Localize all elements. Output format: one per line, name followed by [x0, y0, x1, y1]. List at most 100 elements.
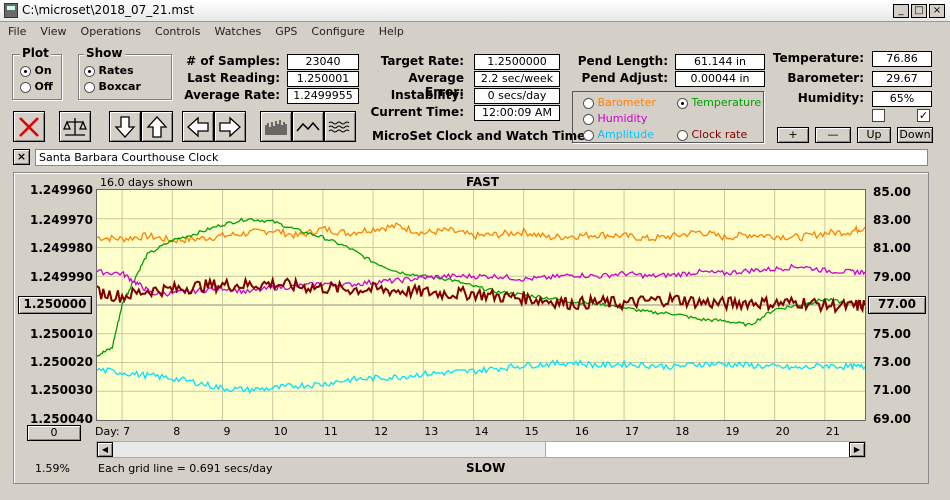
minimize-button[interactable]: _ [893, 4, 909, 18]
menu-view[interactable]: View [40, 25, 67, 38]
maximize-button[interactable]: □ [911, 4, 927, 18]
clear-name-button[interactable]: × [13, 149, 30, 165]
menu-bar: File View Operations Controls Watches GPS Conf… [0, 23, 950, 41]
arrow-left-button[interactable] [182, 111, 214, 142]
instability-label: Instability: [390, 88, 464, 102]
balance-scale-icon [63, 118, 87, 136]
arrow-right-button[interactable] [214, 111, 246, 142]
x-tick-label: 17 [625, 425, 640, 438]
checkbox-1[interactable] [872, 109, 885, 122]
arrow-up-button[interactable] [141, 111, 173, 142]
plus-button[interactable]: + [777, 127, 809, 143]
aux-barometer-radio[interactable]: Barometer [583, 96, 656, 109]
arrow-up-icon [146, 116, 168, 138]
aux-temperature-label: Temperature [691, 96, 762, 109]
down-button[interactable]: Down [897, 127, 933, 143]
x-tick-label: 19 [725, 425, 740, 438]
menu-file[interactable]: File [8, 25, 27, 38]
horizontal-scrollbar[interactable]: ◀ ▶ [96, 441, 866, 458]
scroll-right-button[interactable]: ▶ [849, 442, 865, 457]
line-view-button[interactable] [292, 111, 324, 142]
series-line-3 [96, 275, 866, 315]
y-left-tick: 1.249970 [30, 213, 94, 227]
aux-amplitude-label: Amplitude [597, 128, 654, 141]
last-reading-label: Last Reading: [187, 71, 280, 85]
arrow-down-button[interactable] [109, 111, 141, 142]
aux-temperature-radio[interactable]: Temperature [677, 96, 761, 109]
pend-length-field: 61.144 in [675, 54, 765, 70]
y-left-tick: 1.249980 [30, 241, 94, 255]
menu-configure[interactable]: Configure [311, 25, 365, 38]
arrow-left-icon [187, 116, 209, 138]
y-left-tick: 1.249960 [30, 183, 94, 197]
plot-group [12, 54, 62, 100]
pend-adjust-field: 0.00044 in [675, 71, 765, 87]
line-graph-icon [296, 121, 320, 132]
temperature-label: Temperature: [772, 51, 864, 65]
noise-graph-icon [328, 121, 350, 133]
aux-amplitude-radio[interactable]: Amplitude [583, 128, 654, 141]
average-rate-field: 1.2499955 [287, 88, 359, 104]
clock-name-input[interactable]: Santa Barbara Courthouse Clock [35, 149, 928, 166]
balance-button[interactable] [59, 111, 91, 142]
show-boxcar-radio[interactable]: Boxcar [84, 80, 141, 93]
average-rate-label: Average Rate: [184, 88, 280, 102]
plot-on-radio[interactable]: On [20, 64, 52, 77]
noise-view-button[interactable] [324, 111, 356, 142]
samples-label: # of Samples: [186, 54, 280, 68]
series-line-2 [96, 263, 866, 297]
target-rate-label: Target Rate: [380, 54, 464, 68]
aux-humidity-radio[interactable]: Humidity [583, 112, 647, 125]
x-tick-label: 14 [474, 425, 489, 438]
y-right-tick: 79.00 [873, 270, 911, 284]
x-tick-label: 15 [524, 425, 539, 438]
menu-watches[interactable]: Watches [214, 25, 262, 38]
pend-length-label: Pend Length: [577, 54, 668, 68]
pend-adjust-label: Pend Adjust: [581, 71, 668, 85]
aux-clockrate-radio[interactable]: Clock rate [677, 128, 747, 141]
center-rate-button[interactable]: 1.250000 [18, 296, 92, 314]
day-axis-label: Day: [95, 425, 120, 438]
slow-label: SLOW [466, 461, 506, 475]
aux-barometer-label: Barometer [597, 96, 656, 109]
instability-field: 0 secs/day [474, 88, 560, 104]
product-title: MicroSet Clock and Watch Timer [372, 129, 592, 143]
y-left-tick: 1.249990 [30, 270, 94, 284]
aux-humidity-label: Humidity [597, 112, 648, 125]
close-window-button[interactable]: × [929, 4, 945, 18]
series-line-4 [96, 358, 866, 395]
plot-on-label: On [34, 64, 52, 77]
average-error-field: 2.2 sec/week [474, 71, 560, 87]
y-left-tick: 1.250020 [30, 355, 94, 369]
plot-off-radio[interactable]: Off [20, 80, 53, 93]
menu-gps[interactable]: GPS [275, 25, 298, 38]
x-tick-label: 11 [323, 425, 338, 438]
x-tick-label: 10 [273, 425, 288, 438]
samples-field: 23040 [287, 54, 359, 70]
scroll-thumb[interactable] [545, 442, 849, 457]
menu-help[interactable]: Help [378, 25, 404, 38]
average-error-label: Average Error: [408, 71, 464, 99]
scroll-left-button[interactable]: ◀ [97, 442, 113, 457]
x-tick-label: 13 [424, 425, 439, 438]
menu-controls[interactable]: Controls [155, 25, 201, 38]
x-tick-label: 7 [123, 425, 131, 438]
menu-operations[interactable]: Operations [80, 25, 142, 38]
show-rates-radio[interactable]: Rates [84, 64, 134, 77]
center-aux-button[interactable]: 77.00 [868, 296, 926, 314]
current-time-label: Current Time: [370, 105, 464, 119]
app-icon [4, 3, 18, 18]
minus-button[interactable]: — [815, 127, 851, 143]
current-time-field: 12:00:09 AM [474, 105, 560, 121]
plot-area [96, 189, 866, 421]
up-button[interactable]: Up [857, 127, 891, 143]
show-boxcar-label: Boxcar [98, 80, 141, 93]
show-rates-label: Rates [98, 64, 134, 77]
percent-label: 1.59% [35, 462, 70, 475]
days-shown-label: 16.0 days shown [100, 176, 193, 189]
zero-button[interactable]: 0 [27, 425, 81, 441]
y-right-tick: 81.00 [873, 241, 911, 255]
checkbox-2[interactable]: ✓ [917, 109, 930, 122]
stop-button[interactable] [13, 111, 45, 142]
bars-view-button[interactable] [260, 111, 292, 142]
